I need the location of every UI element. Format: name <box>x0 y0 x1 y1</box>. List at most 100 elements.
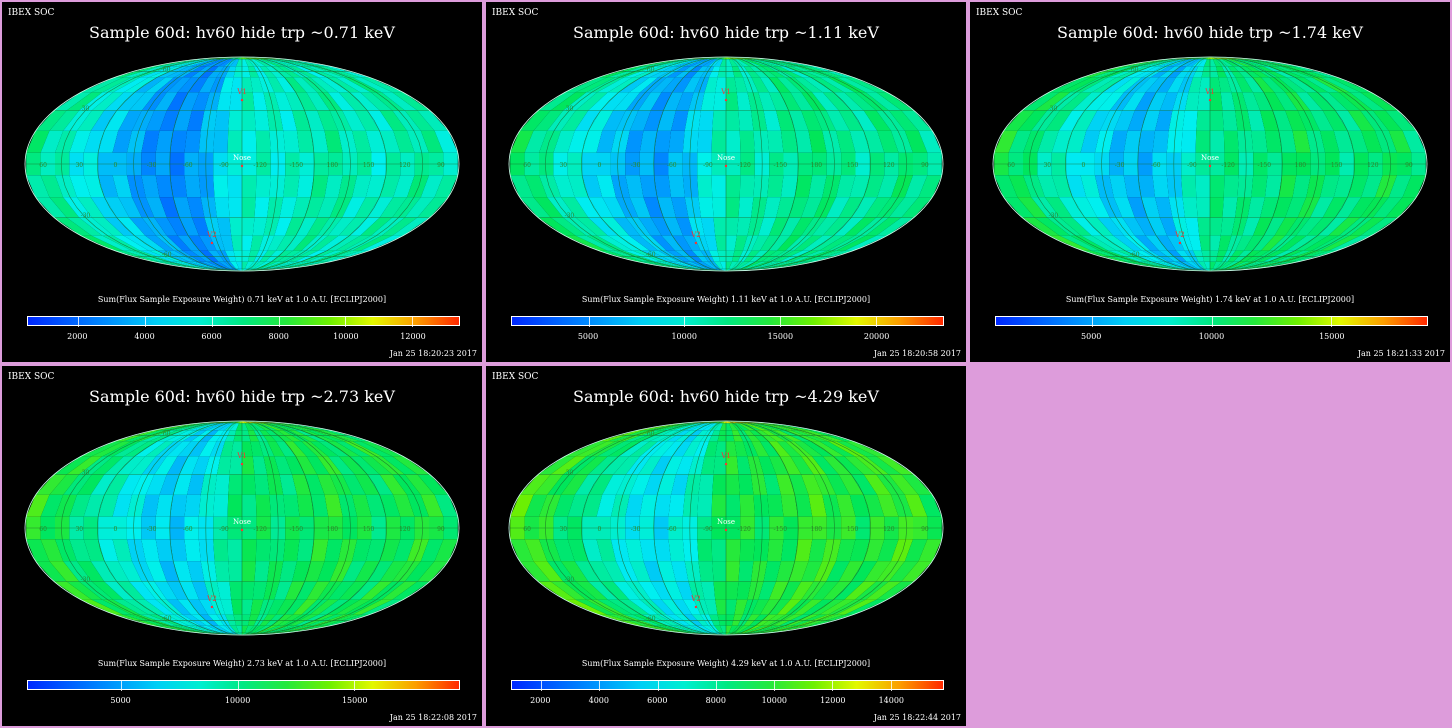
map-cell <box>796 430 837 442</box>
map-cell <box>586 441 624 457</box>
map-cell <box>582 494 603 517</box>
map-cell <box>602 110 626 131</box>
map-cell <box>113 235 149 251</box>
map-cell <box>179 92 199 111</box>
colorbar-tick <box>121 681 123 691</box>
map-cell <box>66 456 103 475</box>
map-cell <box>271 250 293 262</box>
map-cell <box>849 175 870 198</box>
v2-marker: V2 <box>690 231 701 239</box>
map-cell <box>254 474 270 495</box>
map-cell <box>267 441 285 457</box>
map-cell <box>618 441 650 457</box>
map-cell <box>704 441 718 457</box>
ibex-soc-label: IBEX SOC <box>8 8 55 18</box>
map-cell <box>177 441 200 457</box>
colorbar-tick-label: 6000 <box>647 696 668 705</box>
map-cell <box>338 581 368 600</box>
map-cell <box>666 250 691 262</box>
map-cell <box>200 423 224 431</box>
map-cell <box>808 175 827 198</box>
map-cell <box>865 92 902 111</box>
map-cell <box>1234 59 1263 67</box>
map-cell <box>242 268 248 271</box>
map-cell <box>166 581 189 600</box>
lon-tick-label: -120 <box>737 526 751 533</box>
map-cell <box>300 250 336 262</box>
map-cell <box>104 561 130 582</box>
map-cell <box>812 92 839 111</box>
map-cell <box>417 110 449 131</box>
map-cell <box>822 92 852 111</box>
map-cell <box>283 494 300 517</box>
map-cell <box>700 581 716 600</box>
map-cell <box>714 59 723 67</box>
map-cell <box>1094 130 1114 153</box>
map-cell <box>379 474 408 495</box>
map-cell <box>734 77 748 93</box>
map-cell <box>352 494 372 517</box>
map-cell <box>794 494 813 517</box>
map-cell <box>170 130 187 153</box>
map-cell <box>779 250 811 262</box>
map-cell <box>713 581 726 600</box>
map-cell <box>118 197 142 218</box>
map-cell <box>666 614 691 626</box>
map-cell <box>1268 66 1304 78</box>
lon-tick-label: -90 <box>219 526 229 533</box>
map-cell <box>1239 250 1261 262</box>
map-cell <box>123 441 157 457</box>
map-cell <box>344 599 382 615</box>
map-cell <box>564 77 607 93</box>
map-cell <box>91 217 124 236</box>
map-cell <box>781 175 798 198</box>
map-cell <box>1361 130 1383 153</box>
map-cell <box>1072 92 1103 111</box>
map-cell <box>216 217 232 236</box>
map-cell <box>851 561 878 582</box>
map-cell <box>713 92 726 111</box>
map-cell <box>265 430 285 442</box>
map-cell <box>275 261 313 269</box>
map-cell <box>104 92 135 111</box>
map-cell <box>539 494 561 517</box>
map-cell <box>1213 59 1222 67</box>
map-cell <box>692 614 709 626</box>
map-cell <box>1134 217 1157 236</box>
map-cell <box>802 235 834 251</box>
map-cell <box>40 130 64 153</box>
map-cell <box>607 250 650 262</box>
map-cell <box>1257 66 1287 78</box>
map-cell <box>712 197 726 218</box>
map-cell <box>404 110 435 131</box>
map-cell <box>1022 92 1060 111</box>
map-cell <box>649 430 679 442</box>
map-cell <box>713 217 726 236</box>
map-cell <box>729 261 738 269</box>
map-cell <box>1155 110 1173 131</box>
lon-tick-label: -150 <box>290 162 304 169</box>
map-cell <box>148 430 184 442</box>
map-cell <box>91 599 132 615</box>
map-cell <box>637 423 684 431</box>
map-cell <box>145 441 174 457</box>
map-cell <box>148 66 184 78</box>
map-cell <box>1198 261 1207 269</box>
colorbar-tick <box>657 681 659 691</box>
map-cell <box>123 77 157 93</box>
map-cell <box>801 561 823 582</box>
map-cell <box>154 456 178 475</box>
map-cell <box>768 235 791 251</box>
map-cell <box>726 494 741 517</box>
map-cell <box>615 430 656 442</box>
map-cell <box>324 175 343 198</box>
map-cell <box>759 423 797 431</box>
map-cell <box>420 494 444 517</box>
map-cell <box>1197 217 1210 236</box>
map-cell <box>361 441 404 457</box>
map-cell <box>828 77 866 93</box>
map-cell <box>574 110 601 131</box>
map-cell <box>1048 77 1091 93</box>
map-cell <box>324 614 370 626</box>
map-cell <box>1044 197 1073 218</box>
